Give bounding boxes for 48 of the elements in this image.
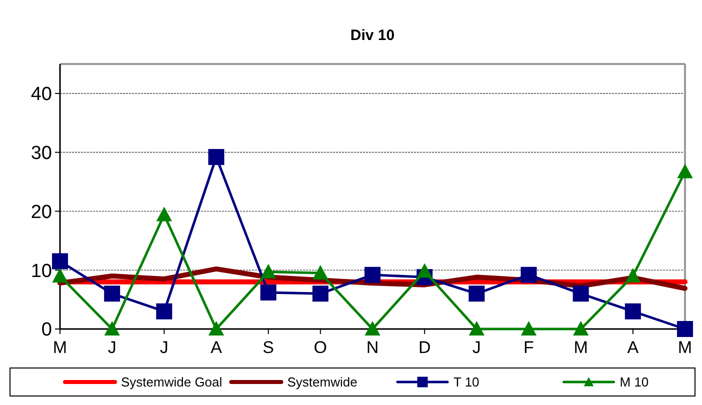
point xyxy=(572,286,589,302)
point xyxy=(469,322,484,336)
point xyxy=(625,268,640,282)
point xyxy=(104,322,120,336)
x-tick-label: A xyxy=(210,338,223,357)
legend-label: Systemwide xyxy=(287,374,358,390)
chart-title: Div 10 xyxy=(350,27,395,44)
point xyxy=(156,303,172,320)
point xyxy=(52,253,68,270)
point xyxy=(260,264,276,278)
point xyxy=(678,164,692,178)
y-tick-label: 10 xyxy=(30,260,52,282)
x-tick-label: J xyxy=(472,338,481,357)
point xyxy=(156,207,172,222)
x-tick-label: N xyxy=(366,338,379,357)
y-tick-label: 30 xyxy=(30,142,52,164)
x-tick-label: M xyxy=(52,338,68,357)
point xyxy=(521,322,536,336)
x-tick-label: J xyxy=(108,338,116,357)
x-tick-label: J xyxy=(160,338,168,357)
point xyxy=(52,268,68,282)
legend-label: Systemwide Goal xyxy=(121,374,222,390)
point xyxy=(312,286,328,302)
point xyxy=(468,286,485,302)
point xyxy=(208,322,224,336)
legend-label: T 10 xyxy=(454,374,480,390)
x-tick-label: F xyxy=(524,338,534,357)
x-tick-label: M xyxy=(574,338,588,357)
x-tick-label: S xyxy=(262,338,274,357)
x-tick-label: D xyxy=(418,338,431,357)
y-tick-label: 0 xyxy=(41,320,52,341)
point xyxy=(104,286,120,302)
point xyxy=(573,322,588,336)
y-tick-label: 20 xyxy=(30,202,52,223)
x-tick-label: M xyxy=(678,338,692,357)
point xyxy=(677,321,693,337)
point xyxy=(364,266,380,283)
x-tick-label: O xyxy=(314,338,328,357)
legend-label: M 10 xyxy=(620,374,649,390)
point xyxy=(365,322,380,336)
y-tick-label: 40 xyxy=(30,84,52,106)
point xyxy=(417,264,432,278)
point xyxy=(312,266,328,280)
point xyxy=(208,149,224,166)
point xyxy=(624,303,641,320)
point xyxy=(520,266,537,283)
x-tick-label: A xyxy=(627,338,640,357)
point xyxy=(260,284,276,300)
